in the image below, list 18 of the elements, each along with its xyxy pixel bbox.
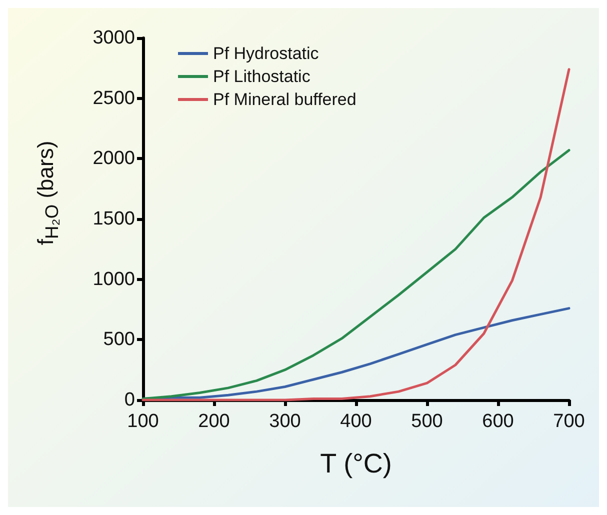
y-tick-label: 1000 — [92, 268, 135, 290]
legend-label: Pf Mineral buffered — [213, 90, 356, 109]
legend-label: Pf Lithostatic — [213, 67, 311, 86]
y-tick-label: 2000 — [92, 148, 135, 170]
x-axis-title: T (°C) — [320, 448, 392, 478]
y-tick-label: 1500 — [92, 208, 135, 230]
x-tick-label: 100 — [127, 411, 159, 432]
x-tick-label: 300 — [269, 411, 301, 432]
y-tick-label: 3000 — [92, 28, 135, 48]
x-tick-label: 200 — [198, 411, 230, 432]
x-tick-label: 600 — [482, 411, 514, 432]
legend-label: Pf Hydrostatic — [213, 44, 320, 63]
y-tick-label: 0 — [124, 390, 135, 410]
y-tick-label: 2500 — [92, 88, 135, 109]
x-tick-label: 500 — [411, 411, 443, 432]
y-tick-label: 500 — [103, 329, 135, 350]
x-tick-label: 700 — [553, 411, 585, 432]
x-tick-label: 400 — [340, 411, 372, 432]
